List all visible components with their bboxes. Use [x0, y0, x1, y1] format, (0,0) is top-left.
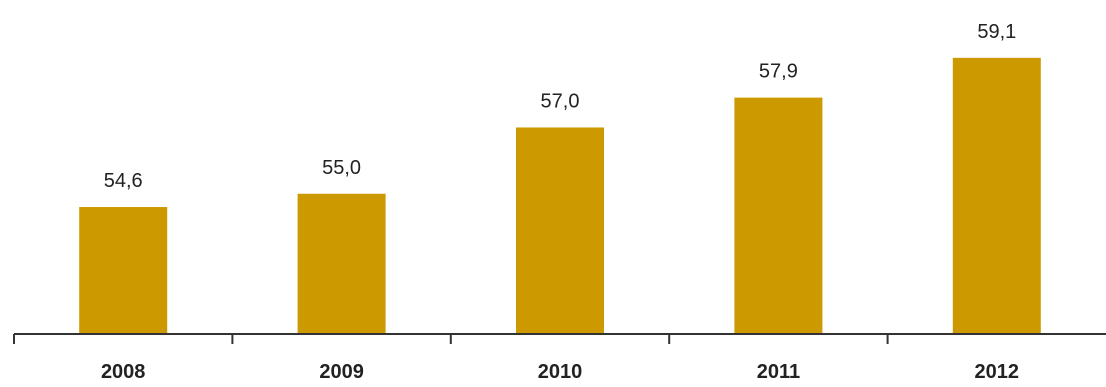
x-tick-label-2011: 2011	[757, 361, 800, 383]
bar-2010	[516, 127, 604, 334]
bars-group	[79, 57, 1041, 334]
bar-value-label-2010: 57,0	[541, 90, 580, 112]
bar-value-label-2009: 55,0	[322, 157, 361, 179]
bar-value-label-2008: 54,6	[104, 170, 143, 192]
x-tick-label-2008: 2008	[101, 361, 146, 383]
bar-value-label-2012: 59,1	[977, 21, 1016, 43]
bar-2008	[79, 207, 168, 333]
x-tick-label-2012: 2012	[975, 361, 1020, 383]
x-axis	[13, 333, 1106, 344]
bar-value-label-2011: 57,9	[759, 61, 798, 83]
bar-2011	[734, 97, 823, 333]
bar-2012	[952, 57, 1041, 334]
x-tick-labels-group: 2008 2009 2010 2011 2012	[101, 361, 1019, 383]
x-tick-label-2009: 2009	[319, 361, 364, 383]
x-tick-label-2010: 2010	[538, 361, 583, 383]
value-labels-group: 54,6 55,0 57,0 57,9 59,1	[104, 21, 1017, 192]
bar-2009	[297, 193, 386, 333]
